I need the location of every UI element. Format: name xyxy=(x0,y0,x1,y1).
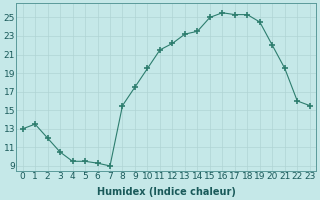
X-axis label: Humidex (Indice chaleur): Humidex (Indice chaleur) xyxy=(97,187,236,197)
